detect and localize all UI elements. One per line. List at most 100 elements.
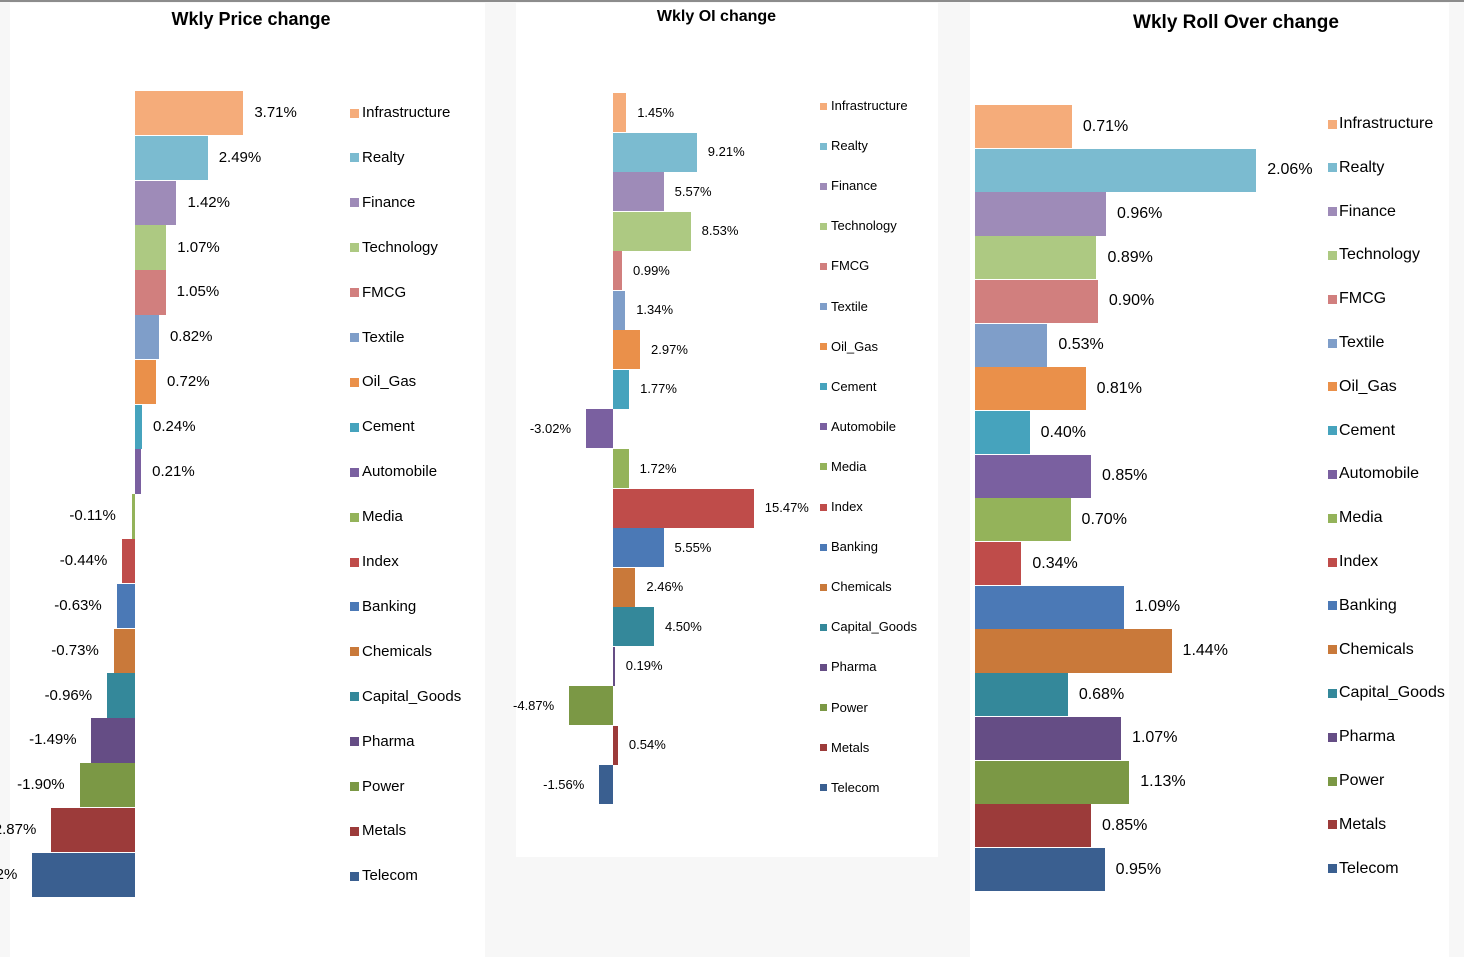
rollover-bar-cement — [975, 410, 1030, 455]
oi-legend-swatch — [820, 182, 827, 190]
rollover-bar-pharma — [975, 716, 1122, 760]
price-legend-swatch — [350, 422, 359, 432]
oi-data-label: 2.97% — [651, 341, 688, 357]
oi-bar-automobile — [585, 409, 613, 449]
oi-legend-swatch — [820, 543, 827, 551]
oi-legend-label: FMCG — [831, 258, 870, 274]
rollover-legend-label: Chemicals — [1339, 640, 1414, 658]
oi-legend-swatch — [820, 222, 827, 230]
price-bar-automobile — [135, 449, 142, 494]
oi-legend-label: Index — [831, 499, 863, 514]
rollover-legend-swatch — [1328, 119, 1337, 129]
rollover-data-label: 0.71% — [1082, 117, 1129, 135]
price-data-label: -0.73% — [51, 641, 99, 659]
rollover-bar-capital_goods — [975, 673, 1068, 717]
rollover-legend-swatch — [1328, 338, 1337, 348]
price-bar-oil_gas — [135, 359, 157, 405]
rollover-data-label: 0.81% — [1096, 379, 1142, 397]
rollover-legend-label: Textile — [1339, 334, 1385, 351]
rollover-legend-swatch — [1328, 163, 1337, 173]
rollover-bar-textile — [975, 323, 1048, 367]
price-data-label: -0.96% — [44, 686, 93, 704]
oi-legend-label: Oil_Gas — [831, 338, 878, 354]
oi-data-label: 4.50% — [664, 618, 702, 634]
price-data-label: 3.71% — [254, 104, 297, 122]
price-legend-swatch — [350, 198, 359, 208]
oi-legend-swatch — [820, 784, 827, 792]
oi-legend-label: Finance — [831, 178, 878, 194]
oi-bar-realty — [613, 132, 697, 172]
rollover-legend-label: Technology — [1339, 246, 1420, 264]
price-legend-swatch — [350, 333, 359, 342]
price-data-label: -0.44% — [59, 552, 108, 570]
rollover-legend-label: Cement — [1339, 421, 1396, 439]
oi-data-label: 1.72% — [639, 460, 677, 476]
rollover-legend-swatch — [1328, 820, 1337, 830]
price-bar-textile — [135, 315, 159, 360]
rollover-data-label: 0.70% — [1081, 510, 1127, 528]
rollover-data-label: 1.44% — [1182, 642, 1228, 659]
oi-bar-infrastructure — [613, 93, 627, 133]
price-legend-label: Capital_Goods — [362, 687, 462, 705]
oi-legend-swatch — [820, 102, 827, 110]
rollover-data-label: 0.96% — [1117, 205, 1163, 222]
rollover-legend-label: Capital_Goods — [1339, 684, 1445, 702]
price-legend-label: Automobile — [362, 463, 438, 481]
rollover-bar-finance — [975, 192, 1107, 236]
rollover-change-chart: Wkly Roll Over change 0.71% Infrastructur… — [970, 3, 1449, 957]
oi-legend-swatch — [820, 343, 827, 351]
oi-data-label: 9.21% — [707, 144, 745, 160]
price-legend-label: Finance — [362, 193, 416, 211]
oi-legend-label: Realty — [831, 138, 868, 154]
rollover-data-label: 1.07% — [1132, 729, 1178, 747]
price-bar-banking — [116, 583, 135, 629]
rollover-bar-index — [975, 542, 1022, 586]
rollover-legend-label: Media — [1339, 509, 1383, 527]
top-border — [0, 0, 1464, 2]
oi-legend-swatch — [820, 704, 827, 711]
price-bar-pharma — [91, 718, 135, 763]
price-legend-label: Realty — [362, 148, 405, 166]
price-legend-swatch — [350, 243, 359, 253]
rollover-legend-label: Automobile — [1339, 465, 1420, 483]
rollover-legend-label: Telecom — [1339, 859, 1399, 877]
price-bar-fmcg — [135, 270, 166, 315]
rollover-legend-label: Finance — [1339, 202, 1396, 220]
rollover-bar-realty — [975, 148, 1257, 192]
rollover-data-label: 2.06% — [1267, 161, 1313, 179]
oi-legend-label: Media — [831, 458, 867, 474]
price-legend-label: Power — [362, 777, 405, 795]
rollover-legend-label: Index — [1339, 553, 1379, 570]
oi-data-label: 0.54% — [628, 737, 666, 753]
price-legend-label: Technology — [362, 238, 438, 256]
price-bar-infrastructure — [135, 91, 244, 136]
rollover-bar-metals — [975, 804, 1092, 848]
oi-legend-label: Cement — [831, 378, 877, 394]
rollover-data-label: 0.85% — [1102, 816, 1148, 834]
oi-legend-swatch — [820, 423, 827, 431]
oi-bar-cement — [613, 369, 630, 409]
price-legend-label: Pharma — [362, 732, 415, 750]
rollover-legend-swatch — [1328, 469, 1337, 479]
oi-data-label: -4.87% — [513, 697, 555, 713]
rollover-bar-chemicals — [975, 629, 1172, 673]
price-legend-label: Media — [362, 508, 403, 526]
price-chart-title: Wkly Price change — [171, 9, 331, 29]
price-legend-label: Index — [362, 553, 399, 570]
oi-legend-label: Chemicals — [831, 579, 892, 595]
rollover-legend-label: Pharma — [1339, 728, 1396, 746]
oi-bar-pharma — [613, 646, 615, 686]
rollover-bar-infrastructure — [975, 105, 1072, 149]
rollover-legend-swatch — [1328, 645, 1337, 655]
oi-legend-label: Power — [831, 699, 868, 715]
oi-legend-label: Metals — [831, 739, 870, 755]
price-legend-label: Metals — [362, 822, 407, 840]
rollover-data-label: 1.13% — [1140, 773, 1186, 791]
oi-legend-label: Automobile — [831, 418, 897, 434]
price-bar-media — [131, 494, 135, 539]
price-data-label: 1.42% — [187, 193, 230, 211]
rollover-bar-technology — [975, 236, 1097, 280]
rollover-data-label: 0.68% — [1078, 685, 1125, 703]
price-bar-cement — [135, 404, 142, 449]
price-bar-technology — [135, 225, 167, 270]
